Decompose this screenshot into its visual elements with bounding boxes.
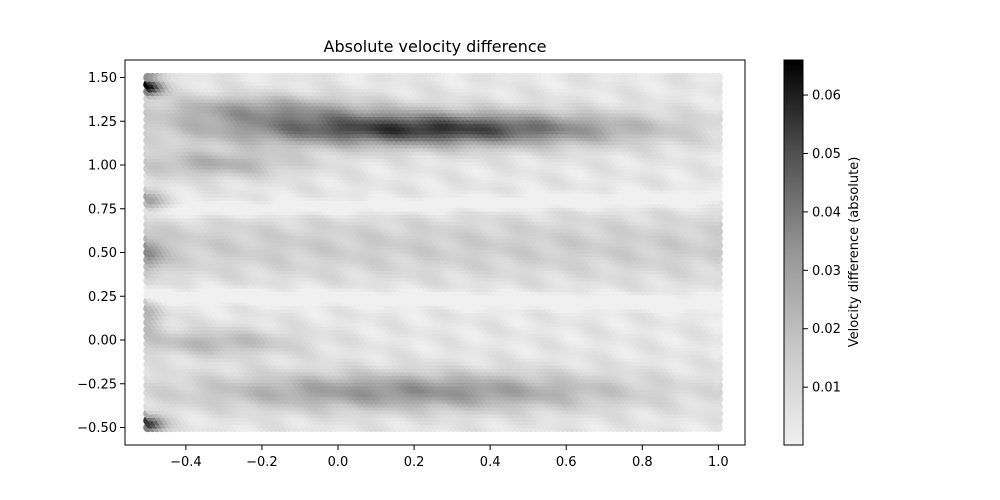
plot-area: −0.4 −0.2 0.0 0.2 0.4 0.6 0.8 1.0 −0.50−0.250.0… bbox=[77, 59, 746, 470]
scatter-points bbox=[143, 72, 724, 433]
chart-title: Absolute velocity difference bbox=[324, 37, 547, 56]
